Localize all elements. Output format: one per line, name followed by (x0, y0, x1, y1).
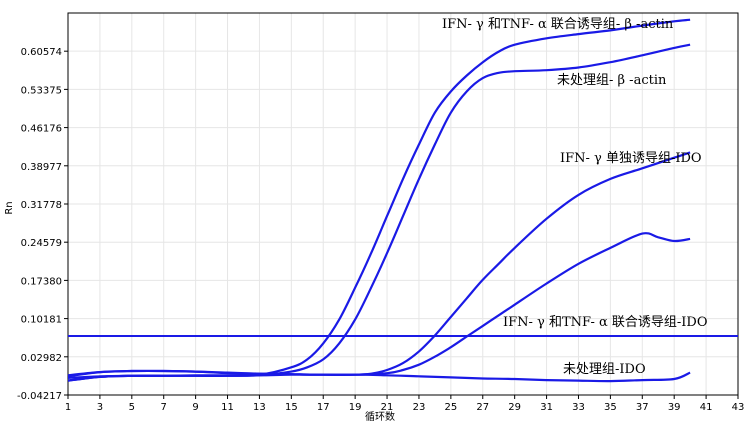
x-tick-label: 19 (349, 402, 362, 413)
x-tick-label: 39 (668, 402, 681, 413)
x-tick-label: 35 (604, 402, 617, 413)
x-tick-label: 9 (192, 402, 198, 413)
y-tick-label: 0.02982 (21, 353, 62, 364)
series-line (67, 151, 691, 377)
x-tick-label: 25 (444, 402, 457, 413)
series-line (67, 232, 691, 378)
x-tick-label: 41 (700, 402, 713, 413)
x-tick-label: 5 (129, 402, 135, 413)
y-tick-label: -0.04217 (17, 391, 62, 402)
y-tick-label: 0.53375 (21, 85, 62, 96)
y-tick-label: 0.17380 (21, 276, 62, 287)
y-tick-label: 0.38977 (21, 162, 62, 173)
y-axis-title: Rn (4, 201, 15, 214)
x-tick-label: 17 (317, 402, 330, 413)
x-tick-label: 43 (732, 402, 745, 413)
annotation-combined-ido: IFN- γ 和TNF- α 联合诱导组-IDO (503, 315, 707, 330)
y-tick-label: 0.46176 (21, 124, 62, 135)
y-tick-label: 0.60574 (21, 47, 62, 58)
grid-lines (67, 13, 739, 396)
x-tick-label: 13 (253, 402, 266, 413)
x-tick-label: 27 (476, 402, 489, 413)
x-tick-label: 3 (97, 402, 103, 413)
x-tick-label: 31 (540, 402, 553, 413)
annotation-combined-actin: IFN- γ 和TNF- α 联合诱导组- β -actin (442, 17, 674, 32)
x-tick-label: 15 (285, 402, 298, 413)
y-tick-label: 0.31778 (21, 200, 62, 211)
y-tick-label: 0.10181 (21, 315, 62, 326)
x-tick-label: 11 (221, 402, 234, 413)
annotation-untreated-actin: 未处理组- β -actin (557, 73, 667, 88)
series-layer (67, 18, 691, 383)
x-tick-label: 29 (508, 402, 521, 413)
x-tick-label: 37 (636, 402, 649, 413)
y-tick-label: 0.24579 (21, 238, 62, 249)
annotation-ifn-ido: IFN- γ 单独诱导组-IDO (560, 151, 702, 166)
x-tick-label: 7 (161, 402, 167, 413)
x-axis-title: 循环数 (365, 410, 395, 423)
y-axis-ticks: -0.04217 0.02982 0.10181 0.17380 0.24579 0.31… (17, 47, 68, 402)
x-tick-label: 33 (572, 402, 585, 413)
annotation-untreated-ido: 未处理组-IDO (563, 362, 646, 377)
x-axis-ticks: 1 3 5 7 9 11 13 15 17 19 21 23 25 27 29 31 33 35 37 39 41 43 (65, 395, 745, 413)
x-tick-label: 21 (381, 402, 394, 413)
series-line (67, 43, 691, 382)
x-tick-label: 23 (413, 402, 426, 413)
x-tick-label: 1 (65, 402, 71, 413)
series-line (67, 371, 691, 383)
